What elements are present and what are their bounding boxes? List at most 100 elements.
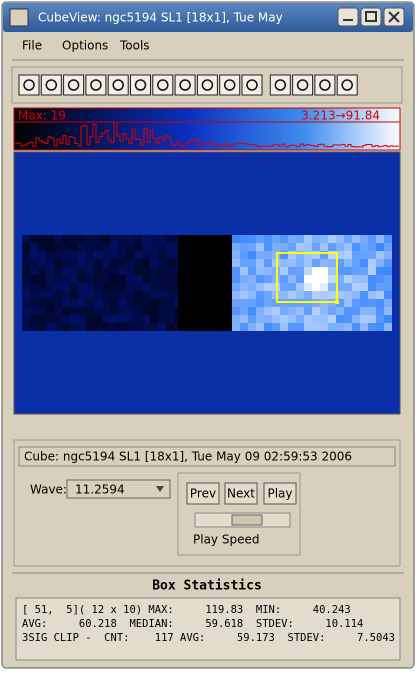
pixel [30, 251, 38, 259]
pixel [118, 323, 126, 331]
pixel [102, 267, 110, 275]
wave-dropdown[interactable] [66, 479, 171, 499]
button[interactable] [263, 482, 297, 505]
pixel [352, 283, 360, 291]
selection-handle[interactable] [335, 300, 339, 304]
pixel [150, 299, 158, 307]
button[interactable] [224, 482, 258, 505]
pixel [118, 235, 126, 243]
pixel [384, 259, 392, 267]
pixel [126, 307, 134, 315]
pixel [280, 235, 288, 243]
pixel [232, 307, 240, 315]
pixel [384, 323, 392, 331]
pixel [368, 291, 376, 299]
pixel [86, 315, 94, 323]
pixel [70, 259, 78, 267]
pixel [118, 275, 126, 283]
pixel [248, 299, 256, 307]
pixel [38, 275, 46, 283]
tool-button[interactable] [130, 74, 151, 96]
pixel [46, 307, 54, 315]
pixel [30, 315, 38, 323]
pixel [312, 235, 320, 243]
pixel [312, 243, 320, 251]
menu-item[interactable]: Options [62, 39, 108, 53]
pixel [158, 235, 166, 243]
tool-icon [341, 79, 353, 91]
pixel [288, 291, 296, 299]
pixel [240, 315, 248, 323]
pixel [94, 267, 102, 275]
tool-button[interactable] [63, 74, 85, 96]
tool-button[interactable] [241, 74, 263, 96]
pixel [62, 291, 70, 299]
pixel [240, 251, 248, 259]
pixel [158, 267, 166, 275]
pixel [54, 307, 62, 315]
pixel [336, 259, 344, 267]
pixel [328, 307, 336, 315]
tool-button[interactable] [174, 74, 196, 96]
menu-item[interactable]: File [22, 39, 42, 53]
pixel [272, 243, 280, 251]
pixel [166, 275, 174, 283]
window-icon[interactable] [9, 8, 29, 27]
pixel [288, 267, 296, 275]
tool-button[interactable] [196, 74, 218, 96]
pixel [288, 251, 296, 259]
pixel [78, 307, 86, 315]
pixel [70, 243, 78, 251]
menu-item[interactable]: Tools [119, 39, 150, 53]
pixel [166, 299, 174, 307]
slider-thumb[interactable] [231, 514, 263, 526]
pixel [70, 315, 78, 323]
pixel [166, 291, 174, 299]
pixel [352, 259, 360, 267]
tool-button[interactable] [314, 74, 336, 96]
tool-button[interactable] [336, 74, 358, 96]
pixel [86, 307, 94, 315]
tool-button[interactable] [85, 74, 107, 96]
pixel [320, 275, 328, 283]
pixel [304, 235, 312, 243]
pixel [344, 267, 352, 275]
pixel [134, 283, 142, 291]
pixel [102, 315, 110, 323]
pixel [280, 323, 288, 331]
pixel [280, 275, 288, 283]
pixel [384, 291, 392, 299]
pixel [336, 299, 344, 307]
pixel [384, 315, 392, 323]
pixel [360, 259, 368, 267]
pixel [304, 259, 312, 267]
pixel [30, 299, 38, 307]
minimize-button[interactable] [337, 7, 359, 27]
tool-button[interactable] [269, 74, 291, 96]
maximize-button[interactable] [360, 7, 382, 27]
pixel [320, 267, 328, 275]
pixel [150, 275, 158, 283]
pixel [328, 243, 336, 251]
selection-box[interactable] [276, 252, 338, 303]
pixel [78, 283, 86, 291]
pixel [352, 291, 360, 299]
button[interactable] [186, 482, 220, 505]
pixel [232, 283, 240, 291]
tool-button[interactable] [219, 74, 241, 96]
tool-button[interactable] [18, 74, 40, 96]
pixel [376, 283, 384, 291]
pixel [126, 235, 134, 243]
pixel [54, 235, 62, 243]
tool-button[interactable] [107, 74, 129, 96]
tool-button[interactable] [292, 74, 314, 96]
pixel [320, 235, 328, 243]
pixel [86, 291, 94, 299]
pixel [134, 275, 142, 283]
tool-button[interactable] [152, 74, 174, 96]
button-label: Play [267, 487, 292, 501]
pixel [352, 275, 360, 283]
pixel [256, 299, 264, 307]
tool-button[interactable] [40, 74, 62, 96]
pixel [78, 259, 86, 267]
